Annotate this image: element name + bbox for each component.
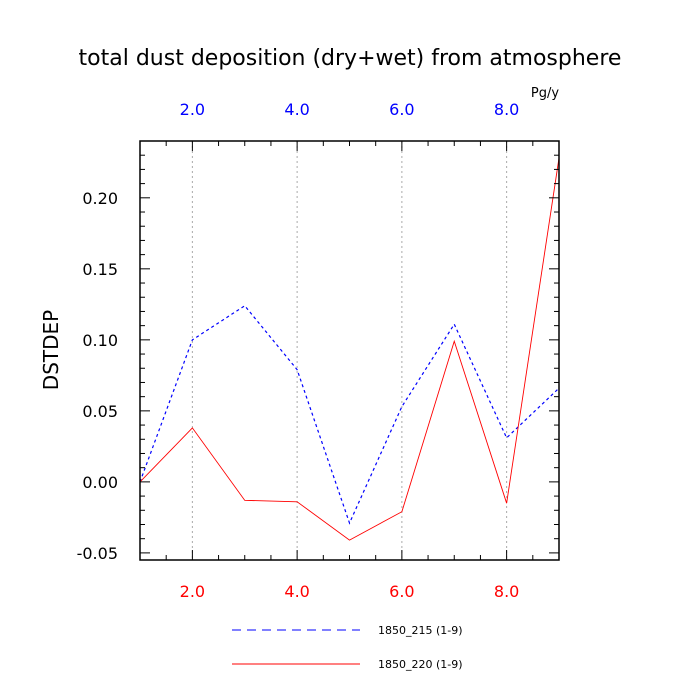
y-axis-label: DSTDEP [39,310,63,390]
series-group [139,157,560,541]
legend-label-1: 1850_215 (1-9) [378,624,463,637]
series-line-1 [139,304,560,525]
y-tick-label: 0.20 [82,189,118,208]
legend: 1850_215 (1-9) 1850_220 (1-9) [232,624,463,671]
plot-frame [139,140,560,561]
series-line-2 [139,157,560,541]
x-tick-label-top: 8.0 [494,100,519,119]
units-label: Pg/y [531,86,559,101]
grid-lines [191,141,508,560]
y-tick-label: 0.15 [82,260,118,279]
x-tick-label-top: 2.0 [180,100,205,119]
chart-title: total dust deposition (dry+wet) from atm… [79,46,622,71]
x-tick-label-top: 4.0 [284,100,309,119]
y-tick-label: 0.10 [82,331,118,350]
x-tick-label-bottom: 8.0 [494,582,519,601]
x-tick-label-top: 6.0 [389,100,414,119]
y-tick-label: -0.05 [77,544,118,563]
x-tick-label-bottom: 6.0 [389,582,414,601]
y-tick-label: 0.00 [82,473,118,492]
x-tick-label-bottom: 4.0 [284,582,309,601]
legend-label-2: 1850_220 (1-9) [378,658,463,671]
y-tick-label: 0.05 [82,402,118,421]
axis-ticks: 2.0 2.0 4.0 4.0 6.0 6.0 8.0 8.0 -0.05 0.00 0.05 0.1… [77,100,560,601]
x-tick-label-bottom: 2.0 [180,582,205,601]
